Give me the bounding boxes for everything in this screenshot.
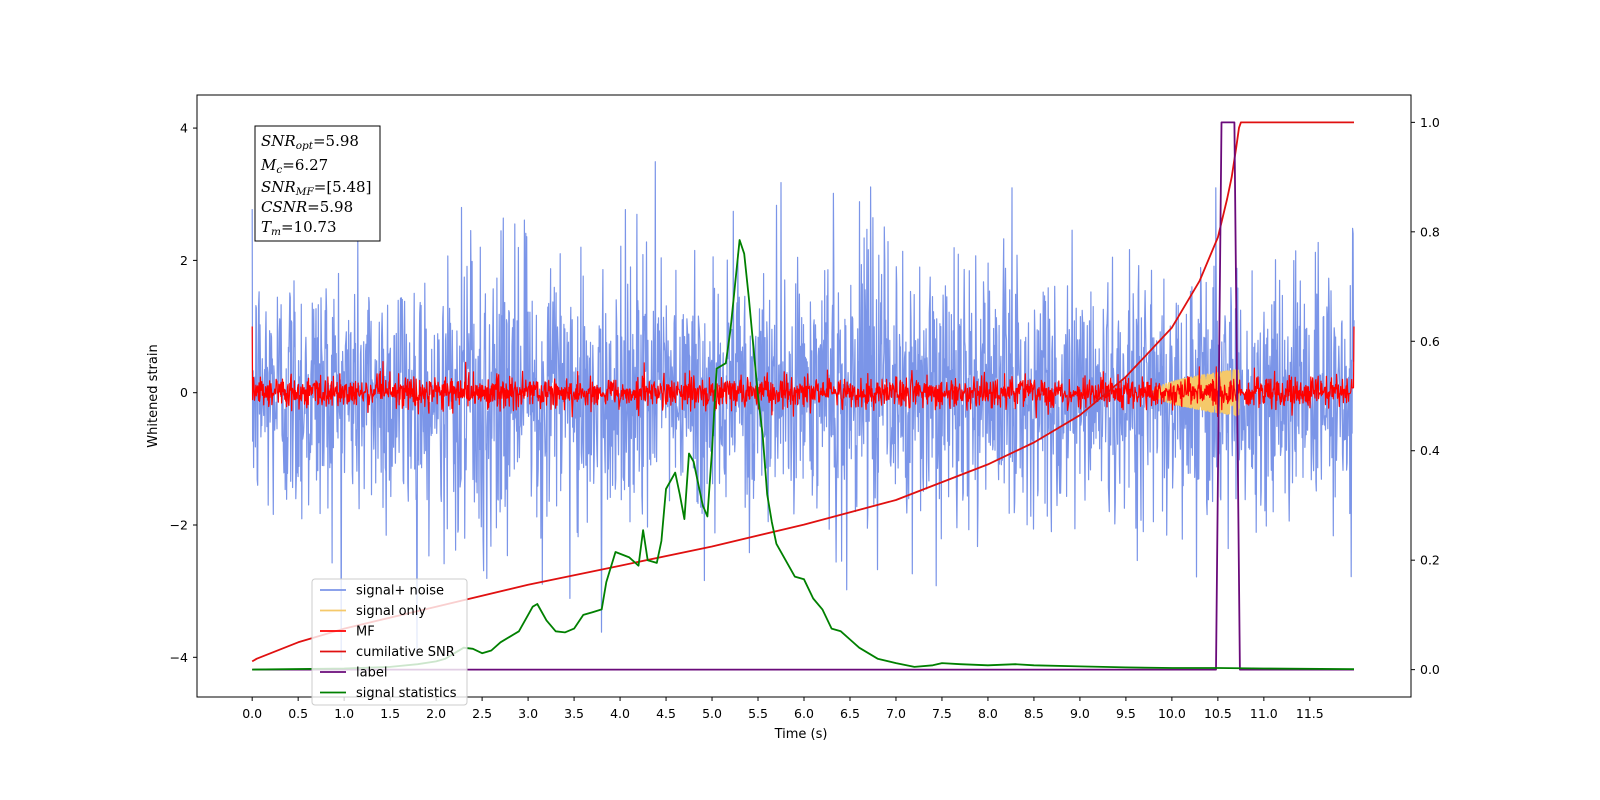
x-tick-label: 7.0 bbox=[886, 706, 906, 721]
x-tick-label: 11.0 bbox=[1250, 706, 1278, 721]
x-tick-label: 8.5 bbox=[1024, 706, 1044, 721]
x-tick-label: 8.0 bbox=[978, 706, 998, 721]
x-tick-label: 3.5 bbox=[564, 706, 584, 721]
info-box: SNRopt=5.98 Mc=6.27 SNRMF=[5.48] CSNR=5.… bbox=[254, 125, 381, 242]
y-axis-right: 1.0 0.8 0.6 0.4 0.2 0.0 bbox=[1411, 115, 1440, 677]
x-tick-label: 6.5 bbox=[840, 706, 860, 721]
x-tick-label: 4.5 bbox=[656, 706, 676, 721]
legend-label: MF bbox=[356, 625, 375, 640]
y-axis-left: 4 2 0 −2 −4 bbox=[170, 121, 197, 665]
x-tick-label: 1.5 bbox=[380, 706, 400, 721]
y-tick-label: −2 bbox=[170, 518, 188, 533]
y-tick-label: −4 bbox=[170, 650, 188, 665]
x-tick-label: 6.0 bbox=[794, 706, 814, 721]
info-csnr: CSNR=5.98 bbox=[261, 198, 353, 216]
legend-label: label bbox=[356, 666, 387, 681]
x-tick-label: 10.0 bbox=[1158, 706, 1186, 721]
series-line-signal-noise bbox=[251, 161, 1355, 661]
y2-tick-label: 1.0 bbox=[1420, 115, 1440, 130]
legend-label: cumilative SNR bbox=[356, 645, 455, 660]
series-line-label bbox=[252, 121, 1354, 671]
legend-label: signal+ noise bbox=[356, 584, 444, 599]
x-tick-label: 2.5 bbox=[472, 706, 492, 721]
x-tick-label: 5.0 bbox=[702, 706, 722, 721]
legend-frame bbox=[311, 578, 468, 706]
x-tick-label: 7.5 bbox=[932, 706, 952, 721]
y-tick-label: 4 bbox=[180, 121, 188, 136]
x-axis-label: Time (s) bbox=[774, 727, 828, 742]
legend-label: signal only bbox=[356, 604, 426, 619]
info-snr-mf: SNRMF=[5.48] bbox=[261, 178, 371, 198]
info-box-frame bbox=[254, 125, 381, 242]
x-axis: 0.0 0.5 1.0 1.5 2.0 2.5 3.0 3.5 4.0 4.5 5.0 5.5 6.0 6… bbox=[242, 697, 1324, 721]
info-tm: Tm=10.73 bbox=[261, 218, 337, 238]
series-line-signal-statistics bbox=[252, 239, 1355, 671]
x-tick-label: 0.0 bbox=[242, 706, 262, 721]
x-tick-label: 0.5 bbox=[288, 706, 308, 721]
y-axis-label: Whitened strain bbox=[146, 344, 161, 447]
series-line-mf bbox=[251, 326, 1355, 419]
legend-label: signal statistics bbox=[356, 686, 457, 701]
y-tick-label: 0 bbox=[180, 385, 188, 400]
x-tick-label: 1.0 bbox=[334, 706, 354, 721]
x-tick-label: 4.0 bbox=[610, 706, 630, 721]
x-tick-label: 9.5 bbox=[1116, 706, 1136, 721]
x-tick-label: 9.0 bbox=[1070, 706, 1090, 721]
x-tick-label: 3.0 bbox=[518, 706, 538, 721]
y2-tick-label: 0.4 bbox=[1420, 443, 1440, 458]
x-tick-label: 11.5 bbox=[1296, 706, 1324, 721]
info-mc: Mc=6.27 bbox=[260, 156, 328, 176]
y2-tick-label: 0.2 bbox=[1420, 553, 1440, 568]
info-snr-opt: SNRopt=5.98 bbox=[261, 132, 359, 152]
y-tick-label: 2 bbox=[180, 253, 188, 268]
x-tick-label: 10.5 bbox=[1204, 706, 1232, 721]
series-line-signal-only bbox=[1152, 369, 1240, 417]
y2-tick-label: 0.6 bbox=[1420, 334, 1440, 349]
legend: signal+ noise signal only MF cumilative SNR… bbox=[311, 578, 468, 706]
x-tick-label: 5.5 bbox=[748, 706, 768, 721]
x-tick-label: 2.0 bbox=[426, 706, 446, 721]
y2-tick-label: 0.0 bbox=[1420, 662, 1440, 677]
y2-tick-label: 0.8 bbox=[1420, 224, 1440, 239]
